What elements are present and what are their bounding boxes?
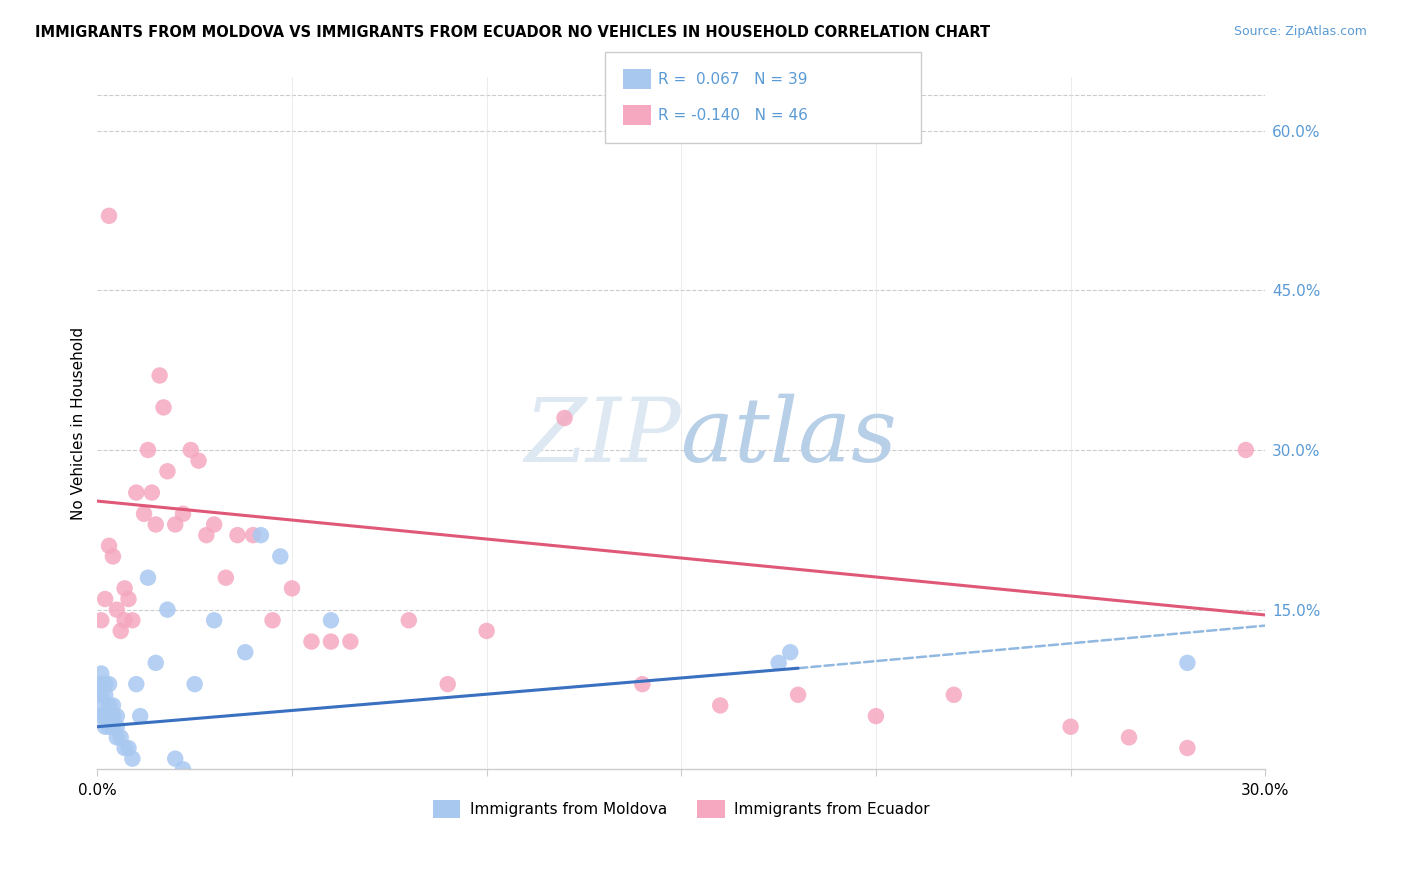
Point xyxy=(779,645,801,659)
Point xyxy=(110,624,132,638)
Point xyxy=(121,613,143,627)
Point xyxy=(136,571,159,585)
Point xyxy=(101,720,124,734)
Point xyxy=(105,720,128,734)
Point xyxy=(129,709,152,723)
Point xyxy=(1118,731,1140,745)
Point xyxy=(98,539,121,553)
Point xyxy=(90,709,112,723)
Point xyxy=(136,442,159,457)
Y-axis label: No Vehicles in Household: No Vehicles in Household xyxy=(72,326,86,520)
Point xyxy=(242,528,264,542)
Point xyxy=(98,677,121,691)
Point xyxy=(141,485,163,500)
Point xyxy=(195,528,218,542)
Text: IMMIGRANTS FROM MOLDOVA VS IMMIGRANTS FROM ECUADOR NO VEHICLES IN HOUSEHOLD CORR: IMMIGRANTS FROM MOLDOVA VS IMMIGRANTS FR… xyxy=(35,25,990,40)
Point xyxy=(94,720,117,734)
Point xyxy=(250,528,273,542)
Point xyxy=(787,688,810,702)
Point xyxy=(105,602,128,616)
Point xyxy=(269,549,291,564)
Point xyxy=(709,698,731,713)
Point xyxy=(172,762,194,776)
Point xyxy=(98,720,121,734)
Point xyxy=(1234,442,1257,457)
Point xyxy=(554,411,576,425)
Point xyxy=(149,368,172,383)
Point xyxy=(90,666,112,681)
Point xyxy=(94,592,117,607)
Point xyxy=(398,613,420,627)
Point xyxy=(187,453,209,467)
Point xyxy=(90,677,112,691)
Point xyxy=(98,209,121,223)
Point xyxy=(1177,741,1199,756)
Point xyxy=(114,613,136,627)
Point xyxy=(165,752,187,766)
Point xyxy=(180,442,202,457)
Point xyxy=(94,677,117,691)
Text: Source: ZipAtlas.com: Source: ZipAtlas.com xyxy=(1233,25,1367,38)
Point xyxy=(105,731,128,745)
Point xyxy=(281,582,304,596)
Point xyxy=(183,677,205,691)
Point xyxy=(101,549,124,564)
Text: R =  0.067   N = 39: R = 0.067 N = 39 xyxy=(658,71,807,87)
Point xyxy=(132,507,155,521)
Point xyxy=(262,613,284,627)
Point xyxy=(319,613,342,627)
Point xyxy=(125,677,148,691)
Point xyxy=(90,698,112,713)
Point xyxy=(475,624,498,638)
Point xyxy=(145,656,167,670)
Point xyxy=(226,528,249,542)
Point xyxy=(172,507,194,521)
Point xyxy=(865,709,887,723)
Text: R = -0.140   N = 46: R = -0.140 N = 46 xyxy=(658,108,808,123)
Point xyxy=(436,677,458,691)
Point xyxy=(339,634,361,648)
Point xyxy=(110,731,132,745)
Point xyxy=(156,602,179,616)
Point xyxy=(202,517,225,532)
Point xyxy=(101,698,124,713)
Point xyxy=(117,741,139,756)
Point xyxy=(301,634,323,648)
Point xyxy=(94,709,117,723)
Text: atlas: atlas xyxy=(682,393,897,481)
Point xyxy=(121,752,143,766)
Point xyxy=(114,582,136,596)
Point xyxy=(631,677,654,691)
Point xyxy=(319,634,342,648)
Point xyxy=(98,698,121,713)
Point xyxy=(152,401,174,415)
Point xyxy=(105,709,128,723)
Point xyxy=(165,517,187,532)
Point xyxy=(156,464,179,478)
Point xyxy=(1059,720,1081,734)
Point xyxy=(202,613,225,627)
Point xyxy=(1177,656,1199,670)
Point xyxy=(768,656,790,670)
Point xyxy=(90,688,112,702)
Legend: Immigrants from Moldova, Immigrants from Ecuador: Immigrants from Moldova, Immigrants from… xyxy=(427,794,936,824)
Point xyxy=(215,571,238,585)
Point xyxy=(90,613,112,627)
Point xyxy=(114,741,136,756)
Point xyxy=(117,592,139,607)
Point xyxy=(125,485,148,500)
Point xyxy=(145,517,167,532)
Point xyxy=(94,688,117,702)
Point xyxy=(98,709,121,723)
Point xyxy=(233,645,256,659)
Point xyxy=(942,688,965,702)
Point xyxy=(101,709,124,723)
Text: ZIP: ZIP xyxy=(524,393,682,481)
